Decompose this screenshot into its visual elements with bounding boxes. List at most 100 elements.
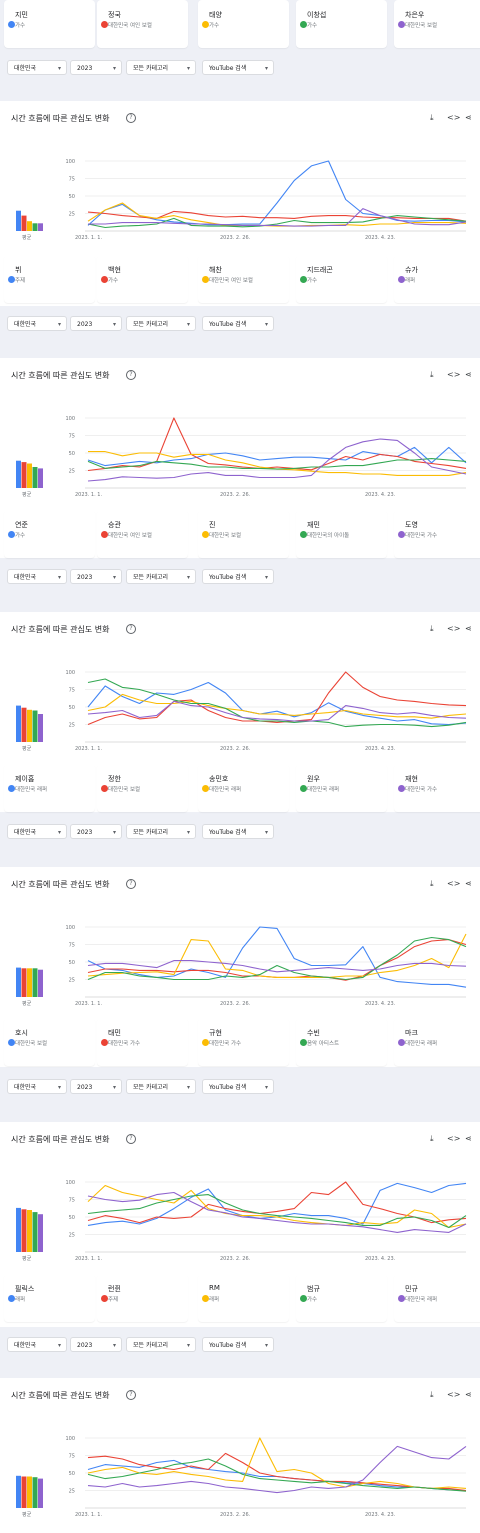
top-term-chip[interactable]: 태양 가수 <box>198 0 289 48</box>
chart3-term-chip[interactable]: 원우 대한민국 래퍼 <box>296 764 387 812</box>
filter-region-dropdown[interactable]: 대한민국 ▾ <box>7 824 67 839</box>
series-color-dot <box>300 21 307 28</box>
chart4-term-chip[interactable]: 마크 대한민국 래퍼 <box>394 1018 480 1066</box>
filter-year-dropdown[interactable]: 2023 ▾ <box>70 569 122 584</box>
filter-region-dropdown[interactable]: 대한민국 ▾ <box>7 569 67 584</box>
chart5-term-chip[interactable]: 범규 가수 <box>296 1274 387 1322</box>
download-icon[interactable]: ⤓ <box>430 879 434 888</box>
x-tick-label: 2023. 4. 23. <box>365 235 396 241</box>
filter-source-dropdown[interactable]: YouTube 검색 ▾ <box>202 824 274 839</box>
term-category: 래퍼 <box>15 1297 26 1303</box>
top-term-chip[interactable]: 이창섭 가수 <box>296 0 387 48</box>
filter-category-dropdown[interactable]: 모든 카테고리 ▾ <box>126 1079 196 1094</box>
filter-region-dropdown[interactable]: 대한민국 ▾ <box>7 1337 67 1352</box>
interest-line-chart: 25 50 75 100 2023. 1. 1. 2023. 2. 26. 2023. 4.… <box>16 670 467 752</box>
download-icon[interactable]: ⤓ <box>430 113 434 122</box>
chart4-term-chip[interactable]: 수빈 음악 아티스트 <box>296 1018 387 1066</box>
download-icon[interactable]: ⤓ <box>430 370 434 379</box>
filter-year-label: 2023 <box>77 829 93 836</box>
help-circle-icon[interactable]: ? <box>126 1390 136 1400</box>
filter-region-dropdown[interactable]: 대한민국 ▾ <box>7 60 67 75</box>
share-icon[interactable]: ⋖ <box>465 624 472 633</box>
share-icon[interactable]: ⋖ <box>465 879 472 888</box>
help-circle-icon[interactable]: ? <box>126 370 136 380</box>
top-term-chip[interactable]: 차은우 대한민국 보컬 <box>394 0 480 48</box>
filter-category-dropdown[interactable]: 모든 카테고리 ▾ <box>126 569 196 584</box>
filter-year-dropdown[interactable]: 2023 ▾ <box>70 824 122 839</box>
chart2-term-chip[interactable]: 재민 대한민국의 아이돌 <box>296 510 387 558</box>
help-circle-icon[interactable]: ? <box>126 113 136 123</box>
chart2-term-chip[interactable]: 도영 대한민국 가수 <box>394 510 480 558</box>
embed-code-icon[interactable]: <> <box>447 1134 461 1143</box>
embed-code-icon[interactable]: <> <box>447 1390 461 1399</box>
average-bar-2 <box>21 707 27 742</box>
download-icon[interactable]: ⤓ <box>430 1134 434 1143</box>
filter-category-dropdown[interactable]: 모든 카테고리 ▾ <box>126 1337 196 1352</box>
chart3-term-chip[interactable]: 정한 대한민국 보컬 <box>97 764 188 812</box>
filter-bar: 대한민국 ▾ 2023 ▾ 모든 카테고리 ▾ YouTube 검색 ▾ <box>0 824 480 840</box>
chart4-term-chip[interactable]: 호시 대한민국 보컬 <box>4 1018 95 1066</box>
filter-source-dropdown[interactable]: YouTube 검색 ▾ <box>202 316 274 331</box>
filter-category-dropdown[interactable]: 모든 카테고리 ▾ <box>126 60 196 75</box>
share-icon[interactable]: ⋖ <box>465 113 472 122</box>
filter-region-dropdown[interactable]: 대한민국 ▾ <box>7 1079 67 1094</box>
filter-year-dropdown[interactable]: 2023 ▾ <box>70 60 122 75</box>
chart2-term-chip[interactable]: 승관 대한민국 여인 보컬 <box>97 510 188 558</box>
share-icon[interactable]: ⋖ <box>465 1390 472 1399</box>
y-tick-label: 100 <box>65 670 75 676</box>
chart5-term-chip[interactable]: 필릭스 래퍼 <box>4 1274 95 1322</box>
filter-source-dropdown[interactable]: YouTube 검색 ▾ <box>202 1079 274 1094</box>
filter-source-dropdown[interactable]: YouTube 검색 ▾ <box>202 1337 274 1352</box>
chart4-term-chip[interactable]: 규현 대한민국 가수 <box>198 1018 289 1066</box>
embed-code-icon[interactable]: <> <box>447 624 461 633</box>
chart2-term-chip[interactable]: 연준 가수 <box>4 510 95 558</box>
chart3-term-chip[interactable]: 송민호 대한민국 래퍼 <box>198 764 289 812</box>
chart1-term-chip[interactable]: 지드래곤 가수 <box>296 255 387 303</box>
filter-category-dropdown[interactable]: 모든 카테고리 ▾ <box>126 316 196 331</box>
download-icon[interactable]: ⤓ <box>430 624 434 633</box>
share-icon[interactable]: ⋖ <box>465 370 472 379</box>
term-name: 정국 <box>108 11 121 19</box>
chart1-term-chip[interactable]: 뷔 주제 <box>4 255 95 303</box>
top-term-chip[interactable]: 정국 대한민국 여인 보컬 <box>97 0 188 48</box>
series-line-3 <box>87 202 467 227</box>
share-icon[interactable]: ⋖ <box>465 1134 472 1143</box>
average-label: 평균 <box>22 491 32 498</box>
chevron-down-icon: ▾ <box>112 1342 116 1349</box>
chart5-term-chip[interactable]: 런쥔 주제 <box>97 1274 188 1322</box>
chart5-term-chip[interactable]: RM 래퍼 <box>198 1274 289 1322</box>
chart3-term-chip[interactable]: 재현 대한민국 가수 <box>394 764 480 812</box>
series-line-1 <box>87 446 467 467</box>
help-circle-icon[interactable]: ? <box>126 1134 136 1144</box>
filter-year-dropdown[interactable]: 2023 ▾ <box>70 1337 122 1352</box>
y-tick-label: 100 <box>65 159 75 165</box>
filter-year-dropdown[interactable]: 2023 ▾ <box>70 316 122 331</box>
chevron-down-icon: ▾ <box>264 1084 268 1091</box>
chevron-down-icon: ▾ <box>264 321 268 328</box>
filter-region-dropdown[interactable]: 대한민국 ▾ <box>7 316 67 331</box>
filter-source-dropdown[interactable]: YouTube 검색 ▾ <box>202 60 274 75</box>
embed-code-icon[interactable]: <> <box>447 370 461 379</box>
chart5-term-chip[interactable]: 민규 대한민국 래퍼 <box>394 1274 480 1322</box>
chart2-term-chip[interactable]: 진 대한민국 보컬 <box>198 510 289 558</box>
chart4-term-chip[interactable]: 태민 대한민국 가수 <box>97 1018 188 1066</box>
term-name: 지민 <box>15 11 28 19</box>
series-color-dot <box>398 1039 405 1046</box>
download-icon[interactable]: ⤓ <box>430 1390 434 1399</box>
help-circle-icon[interactable]: ? <box>126 624 136 634</box>
chart1-term-chip[interactable]: 슈가 래퍼 <box>394 255 480 303</box>
chart1-term-chip[interactable]: 해찬 대한민국 여인 보컬 <box>198 255 289 303</box>
filter-source-dropdown[interactable]: YouTube 검색 ▾ <box>202 569 274 584</box>
top-term-chip[interactable]: 지민 가수 <box>4 0 95 48</box>
chevron-down-icon: ▾ <box>264 65 268 72</box>
series-color-dot <box>202 21 209 28</box>
embed-code-icon[interactable]: <> <box>447 879 461 888</box>
embed-code-icon[interactable]: <> <box>447 113 461 122</box>
chart3-term-chip[interactable]: 제이홉 대한민국 래퍼 <box>4 764 95 812</box>
term-name: 도영 <box>405 521 418 529</box>
help-circle-icon[interactable]: ? <box>126 879 136 889</box>
chart1-term-chip[interactable]: 백현 가수 <box>97 255 188 303</box>
filter-year-dropdown[interactable]: 2023 ▾ <box>70 1079 122 1094</box>
series-line-4 <box>87 678 467 728</box>
filter-category-dropdown[interactable]: 모든 카테고리 ▾ <box>126 824 196 839</box>
